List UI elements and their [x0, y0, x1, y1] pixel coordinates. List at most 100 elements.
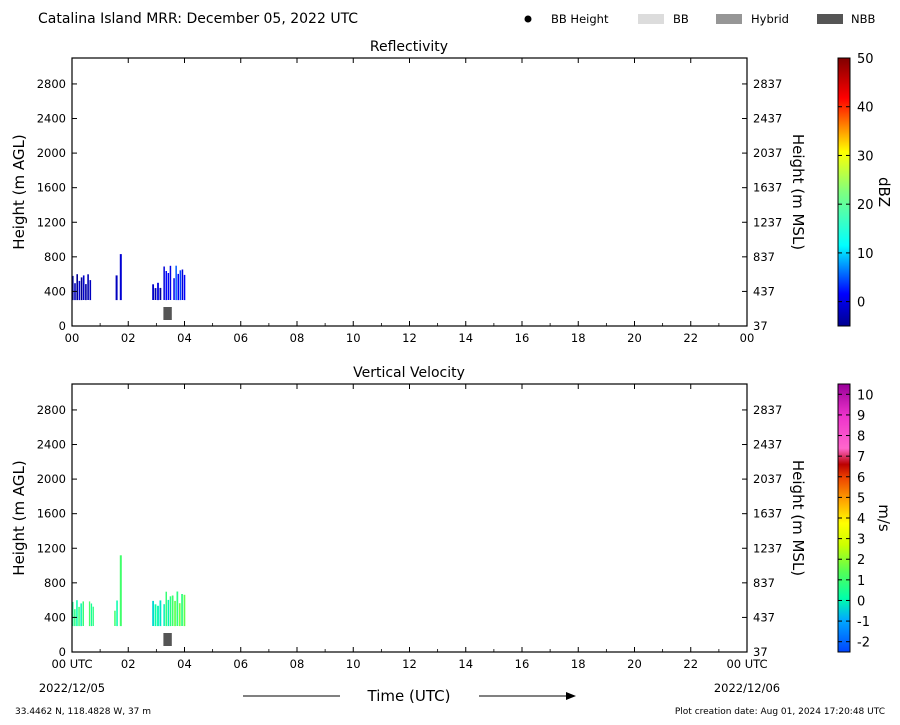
vertical-velocity-y-tick-label: 1600: [37, 507, 66, 521]
reflectivity-data-cell: [165, 271, 167, 301]
legend-label-hybrid: Hybrid: [751, 12, 789, 26]
reflectivity-x-tick-label: 00: [740, 331, 755, 345]
reflectivity-x-tick-label: 00: [65, 331, 80, 345]
vertical-velocity-y-label: Height (m AGL): [10, 460, 28, 575]
time-axis-label: Time (UTC): [367, 687, 451, 705]
legend-label-nbb: NBB: [851, 12, 875, 26]
legend-label-bb-height: BB Height: [551, 12, 609, 26]
reflectivity-colorbar-tick-label: 30: [857, 149, 874, 164]
reflectivity-x-tick-label: 10: [346, 331, 361, 345]
vertical-velocity-y-tick-label: 800: [44, 576, 66, 590]
figure-title: Catalina Island MRR: December 05, 2022 U…: [38, 11, 358, 27]
vertical-velocity-x-tick-label: 10: [346, 657, 361, 671]
vertical-velocity-data-cell: [181, 594, 183, 626]
vertical-velocity-x-tick-label: 22: [683, 657, 698, 671]
legend-marker-bb-height: [524, 15, 532, 23]
vertical-velocity-x-tick-label: 16: [515, 657, 530, 671]
reflectivity-colorbar-tick-label: 0: [857, 296, 865, 311]
reflectivity-x-tick-label: 20: [627, 331, 642, 345]
station-location: 33.4462 N, 118.4828 W, 37 m: [15, 707, 151, 717]
reflectivity-x-tick-label: 02: [121, 331, 136, 345]
reflectivity-x-tick-label: 18: [571, 331, 586, 345]
reflectivity-data-cell: [87, 274, 89, 300]
vertical-velocity-y-label-right: Height (m MSL): [789, 460, 807, 576]
vertical-velocity-data-cell: [183, 594, 186, 627]
vertical-velocity-y-tick-label: 2400: [37, 438, 66, 452]
vertical-velocity-data-cell: [171, 595, 174, 626]
reflectivity-colorbar-tick-label: 50: [857, 52, 874, 67]
vertical-velocity-colorbar-tick-label: 6: [857, 471, 865, 486]
vertical-velocity-colorbar-tick-label: 9: [857, 409, 865, 424]
vertical-velocity-x-tick-label: 00 UTC: [51, 657, 92, 671]
reflectivity-y-tick-label: 1600: [37, 181, 66, 195]
reflectivity-y-tick-label-right: 1237: [753, 215, 782, 229]
reflectivity-y-tick-label-right: 2837: [753, 77, 782, 91]
vertical-velocity-colorbar-tick-label: 5: [857, 491, 865, 506]
reflectivity-y-tick-label-right: 2037: [753, 146, 782, 160]
vertical-velocity-data-cell: [90, 603, 93, 627]
reflectivity-data-cell: [115, 275, 118, 301]
reflectivity-title: Reflectivity: [370, 39, 448, 55]
reflectivity-data-cell: [183, 274, 186, 301]
vertical-velocity-colorbar-tick-label: 10: [857, 388, 874, 403]
vertical-velocity-data-cell: [82, 601, 84, 626]
vertical-velocity-x-tick-label: 06: [233, 657, 248, 671]
reflectivity-y-tick-label: 2400: [37, 112, 66, 126]
reflectivity-data-cell: [157, 282, 159, 301]
reflectivity-data-cell: [167, 273, 170, 300]
vertical-velocity-x-tick-label: 14: [458, 657, 473, 671]
reflectivity-colorbar: [837, 57, 851, 327]
reflectivity-panel: Reflectivity 00 02 04 06 08 10 12 14 16 18 20 22 000…: [10, 39, 893, 345]
vertical-velocity-colorbar-tick-label: 0: [857, 594, 865, 609]
reflectivity-data-cell: [85, 284, 87, 301]
vertical-velocity-y-tick-label-right: 2437: [753, 438, 782, 452]
vertical-velocity-panel: Vertical Velocity 00 UTC 02 04 06 08 10 12 14 16…: [10, 365, 893, 671]
vertical-velocity-bb-band-marker: [163, 633, 172, 646]
vertical-velocity-y-tick-label-right: 2037: [753, 472, 782, 486]
reflectivity-colorbar-label: dBZ: [875, 177, 893, 207]
reflectivity-x-tick-label: 12: [402, 331, 417, 345]
reflectivity-x-tick-label: 16: [515, 331, 530, 345]
vertical-velocity-data-cell: [176, 591, 179, 626]
reflectivity-x-tick-label: 22: [683, 331, 698, 345]
reflectivity-data-cell: [119, 254, 122, 301]
reflectivity-colorbar-tick-label: 10: [857, 247, 874, 262]
vertical-velocity-data-cell: [76, 600, 78, 627]
vertical-velocity-data-cell: [88, 601, 91, 627]
legend-swatch-nbb: [817, 14, 843, 24]
vertical-velocity-x-tick-label: 18: [571, 657, 586, 671]
reflectivity-x-tick-label: 14: [458, 331, 473, 345]
vertical-velocity-data-cell: [154, 604, 157, 627]
vertical-velocity-y-tick-label: 1200: [37, 541, 66, 555]
vertical-velocity-data: [72, 555, 186, 646]
reflectivity-x-tick-label: 08: [290, 331, 305, 345]
vertical-velocity-colorbar-tick-label: 7: [857, 450, 865, 465]
reflectivity-data-cell: [82, 275, 85, 300]
vertical-velocity-x-tick-label: 04: [177, 657, 192, 671]
reflectivity-data-cell: [78, 280, 81, 301]
reflectivity-data-cell: [154, 288, 157, 300]
legend-label-bb: BB: [673, 12, 689, 26]
reflectivity-data-cell: [72, 275, 74, 301]
vertical-velocity-colorbar-ticks: -2 -1 0 1 2 3 4 5 6 7 8 9 10: [838, 388, 874, 651]
reflectivity-data-cell: [80, 277, 83, 301]
reflectivity-y-tick-label-right: 2437: [753, 112, 782, 126]
end-date-label: 2022/12/06: [714, 681, 780, 695]
reflectivity-data: [72, 254, 186, 320]
vertical-velocity-x-tick-label: 00 UTC: [726, 657, 767, 671]
vertical-velocity-data-cell: [80, 603, 82, 627]
vertical-velocity-data-cell: [119, 555, 122, 627]
vertical-velocity-colorbar-tick-label: -1: [857, 615, 870, 630]
vertical-velocity-y-tick-label-right: 837: [753, 576, 775, 590]
reflectivity-data-cell: [173, 278, 175, 300]
vertical-velocity-data-cell: [159, 600, 162, 627]
reflectivity-x-tick-label: 04: [177, 331, 192, 345]
reflectivity-data-cell: [89, 280, 92, 301]
vertical-velocity-y-tick-label-right: 2837: [753, 403, 782, 417]
reflectivity-data-cell: [177, 273, 179, 301]
reflectivity-colorbar-ticks: 0 10 20 30 40 50: [838, 52, 874, 311]
reflectivity-y-tick-label: 800: [44, 250, 66, 264]
